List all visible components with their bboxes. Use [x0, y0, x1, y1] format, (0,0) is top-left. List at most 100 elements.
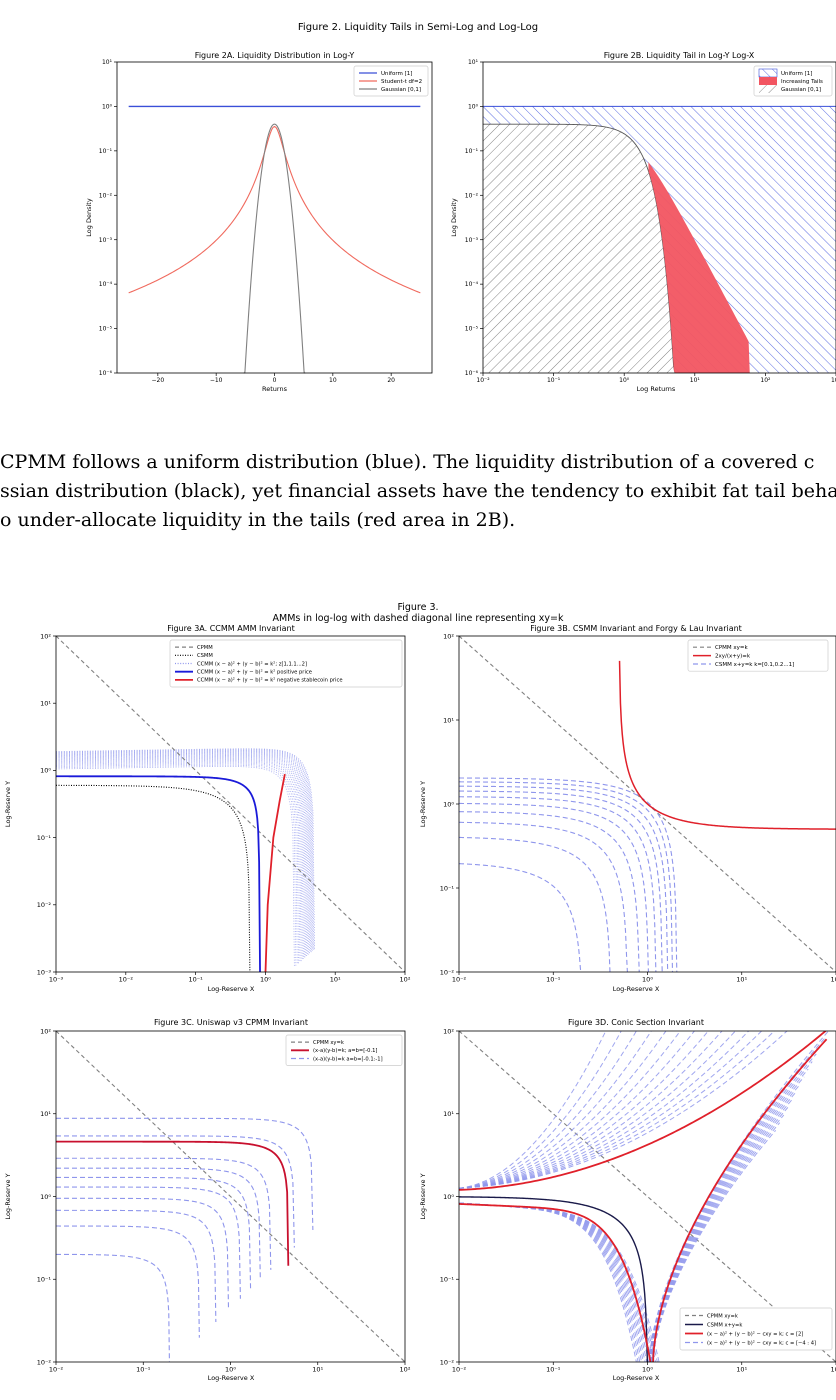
series-ccmm-family [56, 752, 310, 954]
series-conic-family [459, 1202, 658, 1362]
legend-entry: CPMM xy=k [715, 645, 749, 651]
y-tick-label: 10² [443, 1027, 454, 1035]
series-conic-family [459, 1031, 763, 1189]
y-tick-label: 10⁻¹ [37, 834, 52, 842]
legend-entry: (x − a)² + (y − b)² − cxy = k; c = [2] [707, 1331, 803, 1337]
series-forgy-lau [618, 660, 836, 830]
y-tick-label: 10⁻¹ [37, 1276, 52, 1284]
figure-3-suptitle-line1: Figure 3. [397, 602, 438, 613]
x-tick-label: 10⁻¹ [546, 1366, 561, 1374]
plot-frame [55, 635, 406, 973]
series-csmm-family [459, 796, 657, 972]
y-tick-label: 10⁰ [40, 767, 51, 775]
series-ccmm-family [56, 766, 295, 967]
x-axis-label: Log-Reserve X [208, 985, 255, 993]
legend-3b [687, 639, 829, 672]
paragraph-line-1: CPMM follows a uniform distribution (blu… [0, 451, 815, 473]
legend-entry: CCMM (x − a)² + (y − b)² = k² negative s… [197, 678, 343, 684]
series-csmm-family [459, 781, 674, 972]
x-tick-label: 10⁻² [49, 1366, 64, 1374]
legend-entry: Gaussian [0,1] [381, 87, 421, 93]
x-axis-label: Log-Reserve X [208, 1374, 255, 1382]
legend-entry: CSMM x+y=k k=[0.1,0.2...1] [715, 662, 794, 668]
x-tick-label: 10⁻¹ [188, 976, 203, 984]
series-ccmm-family [56, 754, 309, 956]
series-conic-family [459, 1031, 667, 1189]
x-axis-label: Log-Reserve X [613, 985, 660, 993]
legend-entry: CCMM (x − a)² + (y − b)² = k²; z[1,1.1..… [197, 661, 307, 667]
series-conic-family [649, 1045, 821, 1362]
series-conic-family [652, 1129, 777, 1362]
series-conic-family [459, 1202, 639, 1362]
series-conic-family [459, 1031, 737, 1189]
x-tick-label: 10⁰ [260, 976, 271, 984]
y-tick-label: 10¹ [102, 59, 113, 66]
x-tick-label: 10⁻² [476, 377, 490, 384]
legend-entry: CCMM (x − a)² + (y − b)² = k² positive p… [197, 670, 312, 676]
y-tick-label: 10⁻³ [465, 237, 479, 244]
series-v3-family [56, 1135, 295, 1248]
x-tick-label: 10⁻¹ [546, 976, 561, 984]
x-tick-label: 10¹ [736, 976, 747, 984]
y-tick-label: 10⁻⁵ [465, 326, 479, 333]
series-cpmm [56, 636, 405, 972]
y-tick-label: 10¹ [40, 1110, 51, 1118]
series-conic-family [459, 1031, 750, 1189]
series-ccmm-family [56, 759, 303, 961]
chart-title: Figure 3C. Uniswap v3 CPMM Invariant [154, 1018, 308, 1027]
series-csmm-family [459, 790, 663, 972]
legend-3d [679, 1307, 833, 1351]
y-tick-label: 10⁻¹ [465, 148, 479, 155]
chart-title: Figure 2A. Liquidity Distribution in Log… [195, 51, 355, 60]
legend-entry: CPMM xy=k [313, 1040, 344, 1046]
x-tick-label: 10¹ [330, 976, 341, 984]
chart-figure-3b: Figure 3B. CSMM Invariant and Forgy & La… [419, 624, 836, 993]
y-axis-label: Log-Reserve Y [419, 1173, 427, 1219]
figure-2-suptitle: Figure 2. Liquidity Tails in Semi-Log an… [298, 22, 538, 33]
series-conic-family [459, 1031, 681, 1189]
series-layer [459, 636, 836, 972]
y-axis-label: Log-Reserve Y [4, 1173, 12, 1219]
y-tick-label: 10⁰ [468, 104, 479, 111]
y-tick-label: 10⁰ [443, 1193, 454, 1201]
y-tick-label: 10⁻² [37, 901, 52, 909]
figure-3-title: Figure 3.AMMs in log-log with dashed dia… [273, 602, 564, 624]
series-v3-family [56, 1186, 241, 1299]
y-tick-label: 10⁻² [99, 192, 113, 199]
legend-entry: Uniform [1] [781, 71, 812, 77]
y-tick-label: 10⁻⁴ [465, 281, 479, 288]
y-tick-label: 10⁰ [443, 800, 454, 808]
y-tick-label: 10⁻⁴ [99, 281, 113, 288]
x-tick-label: 10¹ [690, 377, 701, 384]
series-v3-family [56, 1253, 170, 1362]
legend-entry: Student-t df=2 [381, 79, 422, 85]
y-tick-label: 10⁻⁶ [465, 370, 479, 377]
y-tick-label: 10⁻¹ [440, 1276, 455, 1284]
series-negative-price [264, 773, 286, 972]
chart-title: Figure 3B. CSMM Invariant and Forgy & La… [530, 624, 742, 633]
series-conic-family [650, 1084, 801, 1362]
series-layer [483, 105, 836, 373]
legend-entry: (x-a)(y-b)=k; a=b=[-0.1] [313, 1048, 377, 1054]
series-ccmm-family [56, 762, 299, 964]
series-student-t [128, 125, 421, 294]
legend-entry: (x-a)(y-b)=k a=b=[-0.1:-1] [313, 1056, 383, 1062]
chart-title: Figure 3D. Conic Section Invariant [568, 1018, 704, 1027]
series-conic-family [459, 1202, 660, 1362]
series-ccmm-family [56, 756, 307, 958]
series-ccmm-family [56, 751, 312, 953]
series-conic-c2-right [652, 1038, 828, 1362]
series-positive-price [56, 775, 261, 972]
chart-figure-3c: Figure 3C. Uniswap v3 CPMM Invariant 10⁻²… [4, 1018, 411, 1382]
y-tick-label: 10⁻⁶ [99, 370, 113, 377]
y-tick-label: 10¹ [468, 59, 479, 66]
x-tick-label: 10⁰ [642, 976, 653, 984]
x-tick-label: 10⁰ [619, 377, 630, 384]
series-conic-family [459, 1031, 709, 1189]
series-conic-family [651, 1091, 797, 1362]
area-increasing-tails [648, 162, 750, 373]
series-layer [459, 1031, 836, 1362]
x-tick-label: 10⁻² [452, 976, 467, 984]
x-tick-label: 10⁻¹ [547, 377, 561, 384]
